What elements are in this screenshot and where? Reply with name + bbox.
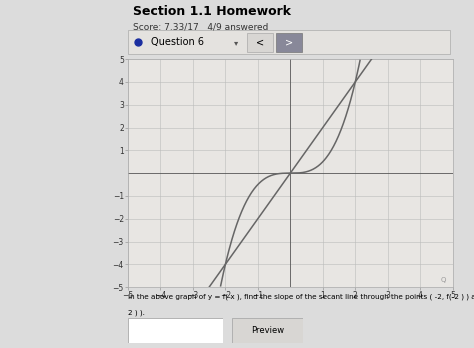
Text: In the above graph of y = f( x ), find the slope of the secant line through the : In the above graph of y = f( x ), find t… [128,293,474,300]
FancyBboxPatch shape [247,33,273,52]
Text: Question 6: Question 6 [151,37,203,47]
FancyBboxPatch shape [128,30,450,54]
Text: Q: Q [440,277,446,283]
Text: Section 1.1 Homework: Section 1.1 Homework [133,5,291,18]
Text: 2 ) ).: 2 ) ). [128,309,145,316]
Text: Preview: Preview [251,326,284,335]
FancyBboxPatch shape [128,318,223,343]
FancyBboxPatch shape [232,318,303,343]
Text: >: > [285,37,293,47]
Text: <: < [256,37,264,47]
Text: Score: 7.33/17   4/9 answered: Score: 7.33/17 4/9 answered [133,23,268,32]
FancyBboxPatch shape [276,33,302,52]
Text: ▾: ▾ [234,38,238,47]
